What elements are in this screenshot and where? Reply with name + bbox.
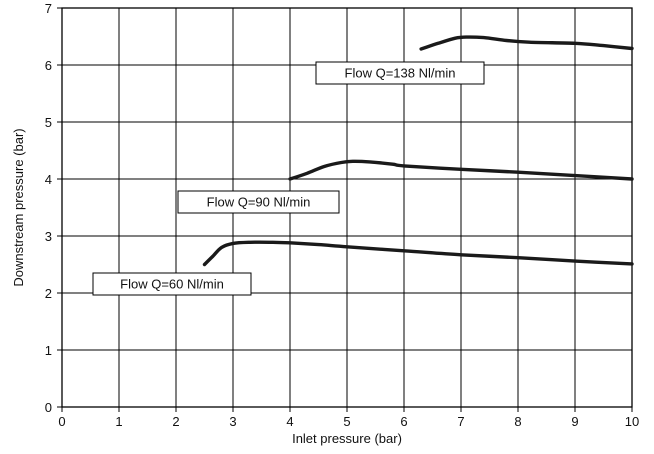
x-tick-label: 8 xyxy=(514,414,521,429)
annotation-label: Flow Q=138 Nl/min xyxy=(345,66,456,81)
annotation-label: Flow Q=60 Nl/min xyxy=(120,277,224,292)
y-tick-label: 7 xyxy=(45,1,52,16)
y-tick-label: 2 xyxy=(45,286,52,301)
annotation-box xyxy=(177,190,340,214)
y-tick-label: 3 xyxy=(45,229,52,244)
x-tick-label: 10 xyxy=(625,414,639,429)
y-axis-ticks: 0 1 2 3 4 5 6 7 xyxy=(45,1,62,415)
annotation-label: Flow Q=90 Nl/min xyxy=(207,195,311,210)
x-tick-label: 0 xyxy=(58,414,65,429)
y-tick-label: 5 xyxy=(45,115,52,130)
x-axis-title: Inlet pressure (bar) xyxy=(292,431,402,446)
x-tick-label: 3 xyxy=(229,414,236,429)
x-axis-ticks: 0 1 2 3 4 5 6 7 8 9 10 xyxy=(58,407,639,429)
x-tick-label: 6 xyxy=(400,414,407,429)
x-tick-label: 2 xyxy=(172,414,179,429)
y-tick-label: 1 xyxy=(45,343,52,358)
x-tick-label: 9 xyxy=(571,414,578,429)
series-lines xyxy=(202,35,634,267)
x-tick-label: 5 xyxy=(343,414,350,429)
annotation-box xyxy=(92,272,252,296)
y-tick-label: 0 xyxy=(45,400,52,415)
series-line-3 xyxy=(419,35,634,51)
annotations: Flow Q=138 Nl/min Flow Q=90 Nl/min Flow Q=… xyxy=(92,61,485,296)
annotation-box xyxy=(315,61,485,85)
series-line-1 xyxy=(202,240,634,267)
x-tick-label: 1 xyxy=(115,414,122,429)
series-line-2 xyxy=(288,159,634,181)
y-tick-label: 4 xyxy=(45,172,52,187)
x-tick-label: 7 xyxy=(457,414,464,429)
y-axis-title: Downstream pressure (bar) xyxy=(11,128,26,286)
x-tick-label: 4 xyxy=(286,414,293,429)
y-tick-label: 6 xyxy=(45,58,52,73)
